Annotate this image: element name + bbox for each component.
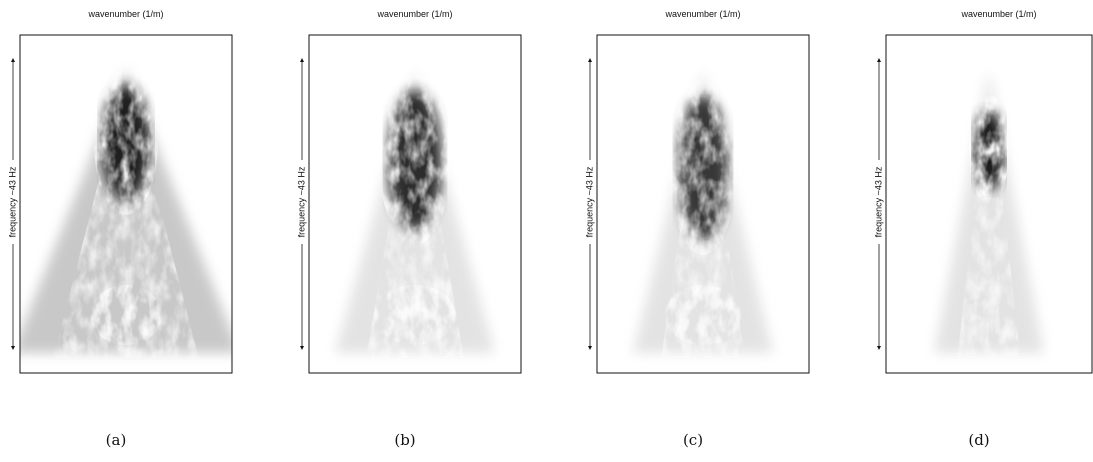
caption: (b) (394, 431, 415, 449)
core-texture (669, 80, 737, 255)
y-axis-label: frequency ~43 Hz (7, 166, 17, 237)
frame (885, 34, 1093, 374)
caption: (d) (968, 431, 989, 449)
panel: wavenumber (1/m) frequency ~43 Hz (b) (296, 9, 522, 449)
frame (19, 34, 233, 374)
panel: wavenumber (1/m) frequency ~43 Hz (c) (584, 9, 810, 449)
y-axis-label: frequency ~43 Hz (584, 166, 594, 237)
y-axis-label: frequency ~43 Hz (296, 166, 306, 237)
frame (308, 34, 522, 374)
spectrum-image (934, 35, 1044, 358)
caption: (a) (106, 431, 127, 449)
spectrum-image (633, 35, 773, 358)
core-texture (94, 70, 158, 215)
panel: wavenumber (1/m) frequency ~43 Hz (a) (7, 9, 233, 449)
lower-band (966, 285, 1012, 345)
spectrum-image (20, 35, 232, 358)
cone-texture (53, 75, 199, 358)
lower-band (374, 285, 456, 345)
caption: (c) (683, 431, 703, 449)
y-axis-label: frequency ~43 Hz (873, 166, 883, 237)
frame (596, 34, 810, 374)
x-axis-label: wavenumber (1/m) (87, 9, 163, 19)
x-axis-label: wavenumber (1/m) (960, 9, 1036, 19)
x-axis-label: wavenumber (1/m) (664, 9, 740, 19)
core-texture (969, 95, 1009, 205)
lower-band (90, 285, 162, 345)
x-axis-label: wavenumber (1/m) (376, 9, 452, 19)
panel: wavenumber (1/m) frequency ~43 Hz (d) (873, 9, 1093, 449)
lower-band (665, 285, 741, 345)
cone-texture (957, 75, 1021, 358)
core-texture (379, 75, 451, 245)
spectrum-image (335, 35, 495, 358)
